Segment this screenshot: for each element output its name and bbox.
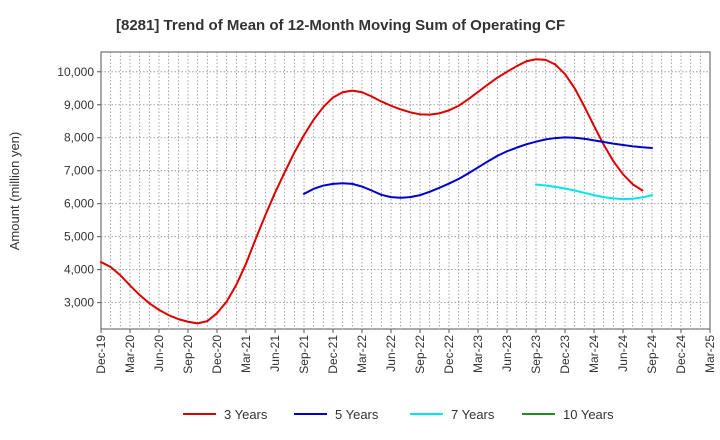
x-tick-label: Jun-21 xyxy=(268,335,282,372)
x-tick-label: Mar-25 xyxy=(703,335,717,373)
x-tick-label: Sep-21 xyxy=(297,335,311,374)
plot-area xyxy=(100,51,711,330)
x-tick-label: Sep-24 xyxy=(645,335,659,374)
x-tick-label: Jun-20 xyxy=(152,335,166,372)
x-tick-label: Sep-22 xyxy=(413,335,427,374)
x-tick-label: Jun-24 xyxy=(616,335,630,372)
x-tick-label: Dec-20 xyxy=(210,335,224,374)
y-tick-label: 7,000 xyxy=(64,164,94,178)
y-tick-label: 4,000 xyxy=(64,263,94,277)
y-tick-label: 9,000 xyxy=(64,98,94,112)
chart-title: [8281] Trend of Mean of 12-Month Moving … xyxy=(116,17,565,34)
legend-label-10-years: 10 Years xyxy=(563,407,614,422)
legend-label-3-years: 3 Years xyxy=(224,407,268,422)
y-tick-label: 8,000 xyxy=(64,131,94,145)
series-group xyxy=(100,58,653,325)
x-tick-label: Jun-22 xyxy=(384,335,398,372)
series-line-3-years xyxy=(100,58,644,325)
series-line-5-years xyxy=(303,136,653,199)
y-axis-title: Amount (million yen) xyxy=(7,132,22,251)
x-tick-label: Dec-23 xyxy=(558,335,572,374)
legend-label-5-years: 5 Years xyxy=(335,407,379,422)
x-tick-label: Sep-20 xyxy=(181,335,195,374)
x-tick-label: Jun-23 xyxy=(500,335,514,372)
y-tick-label: 10,000 xyxy=(57,65,94,79)
series-line-7-years xyxy=(535,183,653,201)
y-tick-label: 5,000 xyxy=(64,230,94,244)
x-tick-label: Dec-24 xyxy=(674,335,688,374)
x-tick-label: Mar-21 xyxy=(239,335,253,373)
legend-label-7-years: 7 Years xyxy=(451,407,495,422)
x-axis: Dec-19 Mar-20 Jun-20 Sep-20 Dec-20 Mar-21 Jun-… xyxy=(94,329,717,374)
x-tick-label: Dec-21 xyxy=(326,335,340,374)
x-tick-label: Dec-19 xyxy=(94,335,108,374)
x-tick-label: Mar-20 xyxy=(123,335,137,373)
x-tick-label: Sep-23 xyxy=(529,335,543,374)
y-tick-label: 6,000 xyxy=(64,197,94,211)
legend: 3 Years 5 Years 7 Years 10 Years xyxy=(183,407,614,422)
y-axis: 3,000 4,000 5,000 6,000 7,000 8,000 9,000 10,00… xyxy=(57,65,101,310)
y-tick-label: 3,000 xyxy=(64,296,94,310)
x-tick-label: Mar-24 xyxy=(587,335,601,373)
x-tick-label: Mar-23 xyxy=(471,335,485,373)
x-tick-label: Mar-22 xyxy=(355,335,369,373)
x-tick-label: Dec-22 xyxy=(442,335,456,374)
